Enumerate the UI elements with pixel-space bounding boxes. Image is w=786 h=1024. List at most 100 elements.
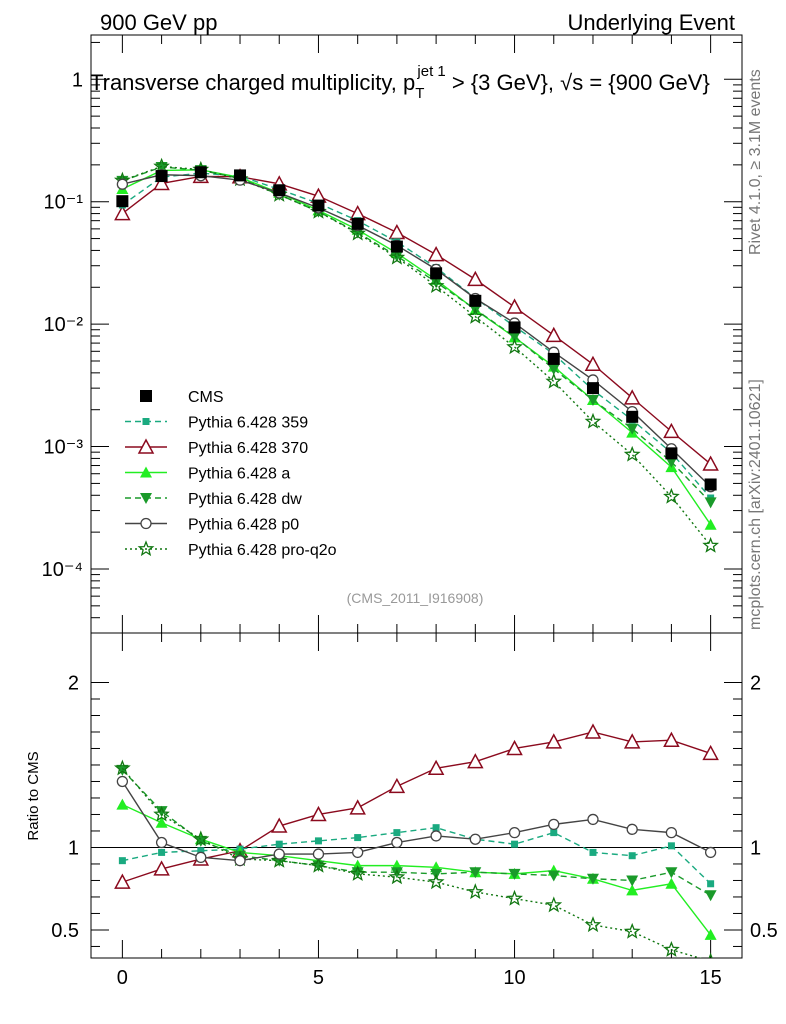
ratio-point-pq2o bbox=[270, 851, 288, 868]
ratio-point-pq2o bbox=[623, 922, 641, 939]
point-cms bbox=[390, 240, 403, 253]
ratio-point-p359 bbox=[589, 848, 597, 856]
ratio-point-pq2o bbox=[349, 865, 366, 881]
legend-marker-p359 bbox=[142, 418, 150, 425]
ratio-point-p370 bbox=[388, 777, 406, 794]
ratio-point-pp0 bbox=[626, 823, 638, 835]
point-p370 bbox=[506, 298, 523, 314]
ratio-line-pdw bbox=[121, 769, 711, 896]
legend-entry-p359: Pythia 6.428 359 bbox=[125, 415, 308, 432]
legend-marker-pp0 bbox=[140, 517, 152, 530]
ratio-point-p370 bbox=[114, 873, 131, 889]
legend-entry-cms: CMS bbox=[140, 389, 224, 406]
ratio-point-p359 bbox=[511, 840, 519, 848]
ratio-point-p359 bbox=[707, 880, 715, 888]
ratio-point-pp0 bbox=[665, 826, 678, 839]
ratio-point-p370 bbox=[702, 744, 719, 761]
point-p370 bbox=[153, 174, 170, 191]
y-tick-label: 10⁻¹ bbox=[44, 192, 84, 214]
point-pq2o bbox=[584, 412, 602, 429]
point-pq2o bbox=[623, 445, 641, 462]
title-sup: jet 1 bbox=[416, 63, 445, 80]
ratio-point-pdw bbox=[547, 870, 560, 882]
ratio-y-tick-label-right: 0.5 bbox=[750, 920, 778, 942]
ratio-point-pdw bbox=[586, 873, 599, 885]
ratio-point-pq2o bbox=[506, 889, 523, 906]
ratio-point-p359 bbox=[393, 829, 401, 837]
point-pq2o bbox=[702, 536, 720, 553]
analysis-watermark: (CMS_2011_I916908) bbox=[347, 590, 484, 606]
point-p370 bbox=[702, 455, 719, 471]
y-tick-label: 10⁻⁴ bbox=[42, 559, 83, 581]
point-pp0 bbox=[116, 178, 129, 190]
point-cms bbox=[155, 170, 168, 183]
main-series bbox=[113, 157, 720, 553]
point-pq2o bbox=[506, 338, 523, 355]
ratio-point-pa bbox=[116, 798, 129, 810]
ratio-point-pp0 bbox=[548, 818, 560, 831]
legend-label-pdw: Pythia 6.428 dw bbox=[188, 491, 302, 508]
ratio-point-pq2o bbox=[663, 941, 680, 957]
point-pdw bbox=[155, 162, 168, 174]
ratio-point-pp0 bbox=[312, 848, 325, 860]
title-rest: > {3 GeV}, √s = {900 GeV} bbox=[446, 70, 710, 95]
point-p370 bbox=[623, 389, 641, 405]
legend-label-pa: Pythia 6.428 a bbox=[188, 466, 290, 483]
ratio-point-pp0 bbox=[430, 830, 442, 842]
ratio-point-p370 bbox=[506, 739, 523, 756]
ratio-point-p370 bbox=[153, 860, 170, 876]
point-pdw bbox=[665, 456, 678, 468]
ratio-line-p359 bbox=[122, 826, 712, 885]
title-main: Transverse charged multiplicity, p bbox=[90, 70, 415, 95]
ratio-point-p370 bbox=[270, 817, 288, 833]
ratio-y-label: Ratio to CMS bbox=[25, 751, 42, 840]
ratio-point-pdw bbox=[116, 764, 129, 776]
legend-label-p370: Pythia 6.428 370 bbox=[188, 440, 308, 457]
legend-marker-pdw bbox=[140, 493, 152, 504]
series-cms bbox=[116, 166, 717, 491]
legend-label-p359: Pythia 6.428 359 bbox=[188, 415, 308, 432]
ratio-point-pq2o bbox=[192, 830, 210, 847]
y-tick-label: 10⁻³ bbox=[44, 437, 84, 459]
ratio-point-pq2o bbox=[427, 873, 445, 890]
legend-entry-pdw: Pythia 6.428 dw bbox=[125, 491, 302, 508]
x-tick-label: 0 bbox=[117, 967, 128, 989]
point-pq2o bbox=[349, 224, 367, 241]
point-cms bbox=[430, 267, 443, 280]
ratio-point-pp0 bbox=[234, 855, 246, 867]
title-sub: T bbox=[415, 85, 424, 102]
point-p370 bbox=[388, 223, 406, 240]
x-tick-label: 15 bbox=[700, 967, 722, 989]
ratio-point-pp0 bbox=[273, 848, 285, 860]
ratio-y-tick-label-right: 2 bbox=[750, 672, 761, 694]
ratio-series-pdw bbox=[116, 764, 717, 902]
legend: CMS Pythia 6.428 359 Pythia 6.428 370 Pythi… bbox=[125, 389, 337, 559]
ratio-point-pq2o bbox=[584, 916, 602, 933]
ratio-point-pq2o bbox=[113, 759, 131, 776]
ratio-line-pq2o bbox=[121, 767, 702, 958]
ratio-point-pa bbox=[704, 928, 717, 940]
point-pdw bbox=[626, 423, 639, 435]
legend-label-pp0: Pythia 6.428 p0 bbox=[188, 517, 299, 534]
ratio-point-p359 bbox=[158, 848, 166, 856]
point-cms bbox=[586, 382, 599, 395]
ratio-point-pdw bbox=[626, 875, 639, 887]
ratio-point-pa bbox=[665, 877, 678, 889]
ratio-point-p370 bbox=[623, 733, 641, 749]
ratio-point-pq2o bbox=[708, 952, 713, 958]
ratio-point-pdw bbox=[469, 867, 482, 879]
ratio-point-p370 bbox=[584, 723, 602, 739]
ratio-series-pa bbox=[116, 798, 717, 940]
legend-marker-cms bbox=[140, 390, 152, 402]
ratio-point-pp0 bbox=[391, 836, 403, 849]
point-pq2o bbox=[427, 277, 445, 294]
ratio-point-p370 bbox=[545, 733, 563, 749]
ratio-series-p359 bbox=[118, 824, 715, 888]
ratio-point-pp0 bbox=[116, 775, 129, 788]
ratio-series-p370 bbox=[114, 723, 719, 889]
ratio-point-pp0 bbox=[469, 833, 481, 845]
point-p370 bbox=[114, 204, 131, 221]
ratio-series-pq2o bbox=[113, 759, 713, 958]
point-p370 bbox=[663, 422, 680, 439]
point-cms bbox=[312, 199, 325, 212]
